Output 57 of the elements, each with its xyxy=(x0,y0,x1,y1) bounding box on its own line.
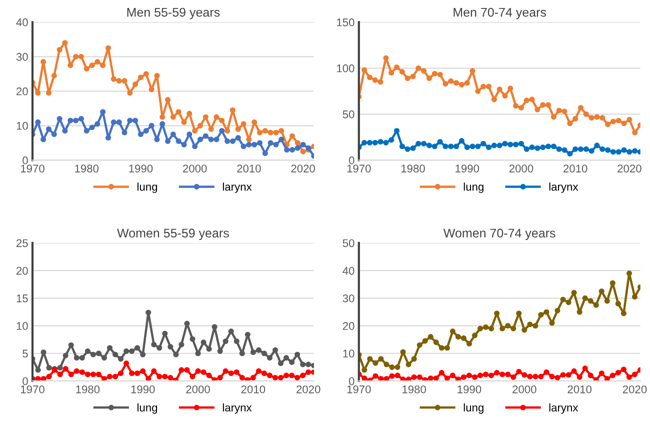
x-tick-label: 2000 xyxy=(509,164,534,172)
x-tick-label: 2000 xyxy=(183,164,207,172)
chart-title: Women 70-74 years xyxy=(443,228,556,240)
y-tick-label: 0 xyxy=(22,377,28,386)
x-tick-label: 2010 xyxy=(564,164,588,172)
x-tick-label: 2000 xyxy=(186,385,210,394)
y-tick-label: 20 xyxy=(16,87,28,96)
x-tick-label: 1970 xyxy=(20,164,44,172)
y-tick-label: 30 xyxy=(342,294,354,302)
y-tick-label: 50 xyxy=(342,239,354,248)
y-tick-label: 40 xyxy=(16,18,28,26)
x-tick-label: 1990 xyxy=(458,385,482,394)
x-tick-label: 1980 xyxy=(401,164,425,172)
y-tick-label: 10 xyxy=(16,122,28,130)
y-tick-label: 20 xyxy=(342,322,354,330)
y-tick-label: 50 xyxy=(342,110,354,118)
x-tick-label: 1980 xyxy=(402,385,426,394)
y-tick-label: 10 xyxy=(343,350,354,358)
y-tick-label: 0 xyxy=(348,156,354,164)
x-tick-label: 2020 xyxy=(291,164,315,172)
x-tick-label: 1980 xyxy=(75,164,99,172)
legend-label: lung xyxy=(464,182,484,193)
chart-title: Men 70-74 years xyxy=(454,8,546,20)
x-tick-label: 1990 xyxy=(456,164,480,172)
legend-label: larynx xyxy=(222,403,252,414)
y-tick-label: 5 xyxy=(22,350,28,358)
y-tick-label: 20 xyxy=(16,266,28,275)
y-tick-label: 30 xyxy=(16,52,28,61)
x-tick-label: 1970 xyxy=(20,385,44,394)
x-tick-label: 2010 xyxy=(237,164,261,172)
x-tick-label: 1990 xyxy=(131,385,155,394)
x-tick-label: 1990 xyxy=(129,164,153,172)
x-tick-label: 2020 xyxy=(296,385,320,394)
legend-label: lung xyxy=(464,403,484,414)
legend-label: larynx xyxy=(549,403,578,414)
x-tick-label: 1970 xyxy=(347,164,371,172)
legend-label: larynx xyxy=(222,182,252,193)
y-tick-label: 25 xyxy=(16,239,28,248)
x-tick-label: 2010 xyxy=(241,385,266,394)
x-tick-label: 1980 xyxy=(76,385,100,394)
y-tick-label: 15 xyxy=(16,294,28,302)
chart-title: Men 55-59 years xyxy=(127,8,220,20)
legend-label: lung xyxy=(138,182,158,193)
x-tick-label: 2020 xyxy=(618,164,642,172)
y-tick-label: 0 xyxy=(348,377,354,386)
x-tick-label: 2010 xyxy=(568,385,592,394)
x-tick-label: 2000 xyxy=(512,385,536,394)
y-tick-label: 100 xyxy=(337,64,354,72)
x-tick-label: 1970 xyxy=(347,385,371,394)
y-tick-label: 150 xyxy=(337,18,354,26)
y-tick-label: 0 xyxy=(22,156,28,164)
x-tick-label: 2020 xyxy=(622,385,647,394)
legend-label: lung xyxy=(138,403,158,414)
legend-label: larynx xyxy=(549,182,578,193)
y-tick-label: 10 xyxy=(16,322,28,330)
y-tick-label: 40 xyxy=(342,266,354,275)
chart-title: Women 55-59 years xyxy=(117,228,229,240)
